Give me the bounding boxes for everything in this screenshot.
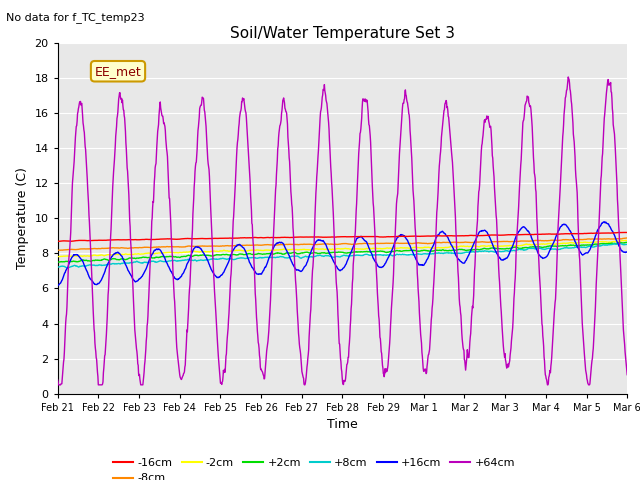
Legend: -16cm, -8cm, -2cm, +2cm, +8cm, +16cm, +64cm: -16cm, -8cm, -2cm, +2cm, +8cm, +16cm, +6… (109, 454, 520, 480)
Title: Soil/Water Temperature Set 3: Soil/Water Temperature Set 3 (230, 25, 455, 41)
X-axis label: Time: Time (327, 418, 358, 431)
Text: EE_met: EE_met (95, 65, 141, 78)
Text: No data for f_TC_temp23: No data for f_TC_temp23 (6, 12, 145, 23)
Y-axis label: Temperature (C): Temperature (C) (16, 168, 29, 269)
